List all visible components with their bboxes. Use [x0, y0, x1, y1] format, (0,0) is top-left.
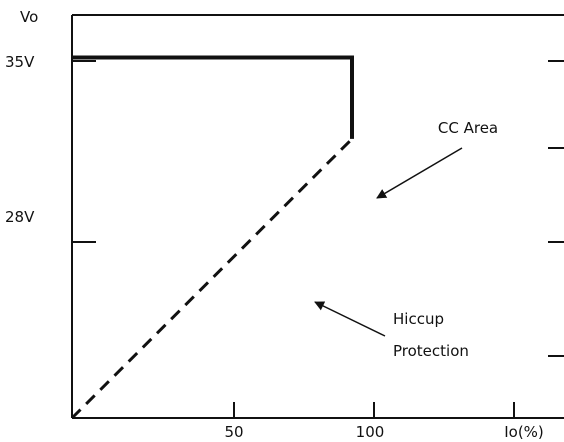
annotation-hiccup-arrow [314, 301, 386, 337]
annotation-cc-area: CC Area [438, 119, 498, 137]
y-axis-label: Vo [20, 8, 38, 26]
annotation-cc-area-arrow [376, 147, 463, 199]
series-hiccup [70, 137, 354, 420]
annotation-protection: Protection [393, 342, 469, 360]
y-tick-label-35: 35V [5, 53, 35, 71]
x-axis-label: Io(%) [504, 423, 544, 441]
x-tick-label-100: 100 [356, 423, 385, 441]
annotation-hiccup: Hiccup [393, 310, 444, 328]
y-tick-label-28: 28V [5, 208, 35, 226]
x-tick-label-50: 50 [224, 423, 243, 441]
series-cc-limit [72, 55, 354, 139]
